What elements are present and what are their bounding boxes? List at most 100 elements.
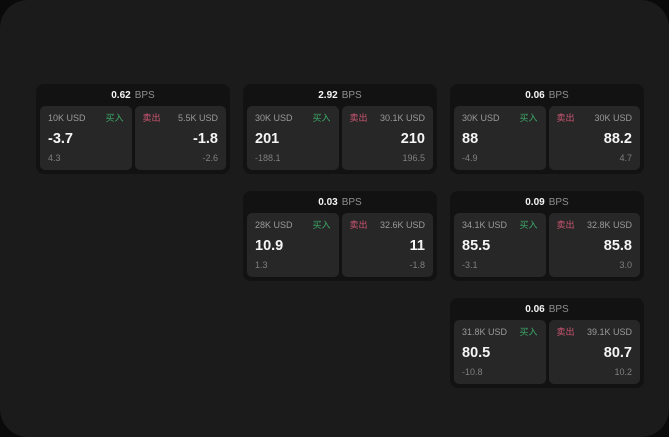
buy-size: 28K USD (255, 220, 293, 230)
sell-sub-value: 4.7 (619, 153, 632, 163)
buy-size: 30K USD (462, 113, 500, 123)
sell-panel[interactable]: 卖出 30.1K USD 210 196.5 (341, 106, 433, 170)
spread-value: 2.92 (318, 89, 338, 101)
sell-size: 30.1K USD (379, 113, 425, 123)
sell-sub-value: 10.2 (614, 367, 632, 377)
sell-panel[interactable]: 卖出 39.1K USD 80.7 10.2 (548, 320, 640, 384)
sell-size: 39.1K USD (586, 327, 632, 337)
quote-panels: 30K USD 买入 88 -4.9 卖出 30K USD 88.2 4.7 (450, 106, 644, 174)
buy-panel-top: 34.1K USD 买入 (462, 220, 538, 231)
spread-header: 0.62 BPS (36, 84, 230, 106)
buy-side-label: 买入 (519, 327, 538, 337)
quote-card: 2.92 BPS 30K USD 买入 201 -188.1 卖出 30.1K … (243, 84, 437, 174)
spread-header: 0.09 BPS (450, 191, 644, 213)
buy-panel[interactable]: 31.8K USD 买入 80.5 -10.8 (454, 320, 546, 384)
sell-size: 32.6K USD (379, 220, 425, 230)
spread-header: 0.06 BPS (450, 84, 644, 106)
spread-value: 0.03 (318, 196, 338, 208)
quotes-grid: 0.62 BPS 10K USD 买入 -3.7 4.3 卖出 5.5K USD (36, 84, 644, 388)
quote-card: 0.62 BPS 10K USD 买入 -3.7 4.3 卖出 5.5K USD (36, 84, 230, 174)
sell-panel[interactable]: 卖出 30K USD 88.2 4.7 (548, 106, 640, 170)
buy-sub-value: 4.3 (48, 153, 61, 163)
spread-unit: BPS (134, 89, 155, 101)
sell-panel-top: 卖出 39.1K USD (557, 327, 633, 338)
buy-sub-value: -3.1 (462, 260, 478, 270)
sell-size: 5.5K USD (177, 113, 218, 123)
spread-unit: BPS (341, 89, 362, 101)
spread-unit: BPS (341, 196, 362, 208)
sell-panel-top: 卖出 30K USD (557, 113, 633, 124)
quote-panels: 28K USD 买入 10.9 1.3 卖出 32.6K USD 11 -1.8 (243, 213, 437, 281)
buy-price: 10.9 (255, 237, 284, 254)
spread-header: 2.92 BPS (243, 84, 437, 106)
buy-panel[interactable]: 34.1K USD 买入 85.5 -3.1 (454, 213, 546, 277)
sell-price: 11 (409, 237, 425, 254)
sell-side-label: 卖出 (556, 113, 575, 123)
buy-panel-top: 10K USD 买入 (48, 113, 124, 124)
buy-panel-top: 31.8K USD 买入 (462, 327, 538, 338)
buy-price: 80.5 (462, 344, 491, 361)
buy-side-label: 买入 (105, 113, 124, 123)
buy-side-label: 买入 (519, 113, 538, 123)
sell-price: 80.7 (603, 344, 632, 361)
quote-panels: 30K USD 买入 201 -188.1 卖出 30.1K USD 210 1… (243, 106, 437, 174)
sell-side-label: 卖出 (349, 220, 368, 230)
spread-header: 0.03 BPS (243, 191, 437, 213)
spread-value: 0.09 (525, 196, 545, 208)
buy-size: 10K USD (48, 113, 86, 123)
sell-sub-value: 3.0 (619, 260, 632, 270)
sell-panel[interactable]: 卖出 32.6K USD 11 -1.8 (341, 213, 433, 277)
spread-value: 0.06 (525, 89, 545, 101)
quote-card: 0.06 BPS 30K USD 买入 88 -4.9 卖出 30K USD (450, 84, 644, 174)
sell-side-label: 卖出 (556, 220, 575, 230)
buy-panel[interactable]: 10K USD 买入 -3.7 4.3 (40, 106, 132, 170)
sell-side-label: 卖出 (556, 327, 575, 337)
sell-size: 30K USD (594, 113, 632, 123)
sell-side-label: 卖出 (349, 113, 368, 123)
buy-sub-value: -188.1 (255, 153, 281, 163)
spread-unit: BPS (548, 303, 569, 315)
spread-unit: BPS (548, 196, 569, 208)
quote-panels: 10K USD 买入 -3.7 4.3 卖出 5.5K USD -1.8 -2.… (36, 106, 230, 174)
quote-panels: 31.8K USD 买入 80.5 -10.8 卖出 39.1K USD 80.… (450, 320, 644, 388)
buy-panel-top: 30K USD 买入 (255, 113, 331, 124)
sell-size: 32.8K USD (586, 220, 632, 230)
buy-side-label: 买入 (519, 220, 538, 230)
spread-unit: BPS (548, 89, 569, 101)
spread-value: 0.06 (525, 303, 545, 315)
buy-sub-value: 1.3 (255, 260, 268, 270)
sell-sub-value: 196.5 (402, 153, 425, 163)
sell-panel[interactable]: 卖出 5.5K USD -1.8 -2.6 (134, 106, 226, 170)
buy-panel-top: 30K USD 买入 (462, 113, 538, 124)
sell-side-label: 卖出 (142, 113, 161, 123)
buy-panel[interactable]: 30K USD 买入 88 -4.9 (454, 106, 546, 170)
buy-side-label: 买入 (312, 220, 331, 230)
sell-price: 85.8 (603, 237, 632, 254)
buy-panel-top: 28K USD 买入 (255, 220, 331, 231)
buy-panel[interactable]: 28K USD 买入 10.9 1.3 (247, 213, 339, 277)
buy-size: 31.8K USD (462, 327, 508, 337)
buy-sub-value: -4.9 (462, 153, 478, 163)
sell-panel-top: 卖出 32.6K USD (350, 220, 426, 231)
quote-panels: 34.1K USD 买入 85.5 -3.1 卖出 32.8K USD 85.8… (450, 213, 644, 281)
buy-size: 30K USD (255, 113, 293, 123)
sell-price: 210 (400, 130, 425, 147)
sell-price: -1.8 (193, 130, 218, 147)
sell-panel-top: 卖出 30.1K USD (350, 113, 426, 124)
sell-panel-top: 卖出 5.5K USD (143, 113, 219, 124)
buy-sub-value: -10.8 (462, 367, 483, 377)
quote-card: 0.09 BPS 34.1K USD 买入 85.5 -3.1 卖出 32.8K… (450, 191, 644, 281)
spread-value: 0.62 (111, 89, 131, 101)
quote-card: 0.03 BPS 28K USD 买入 10.9 1.3 卖出 32.6K US… (243, 191, 437, 281)
sell-sub-value: -1.8 (409, 260, 425, 270)
buy-price: -3.7 (48, 130, 73, 147)
buy-panel[interactable]: 30K USD 买入 201 -188.1 (247, 106, 339, 170)
sell-sub-value: -2.6 (202, 153, 218, 163)
sell-price: 88.2 (603, 130, 632, 147)
sell-panel[interactable]: 卖出 32.8K USD 85.8 3.0 (548, 213, 640, 277)
buy-price: 88 (462, 130, 479, 147)
buy-price: 85.5 (462, 237, 491, 254)
quote-card: 0.06 BPS 31.8K USD 买入 80.5 -10.8 卖出 39.1… (450, 298, 644, 388)
buy-side-label: 买入 (312, 113, 331, 123)
